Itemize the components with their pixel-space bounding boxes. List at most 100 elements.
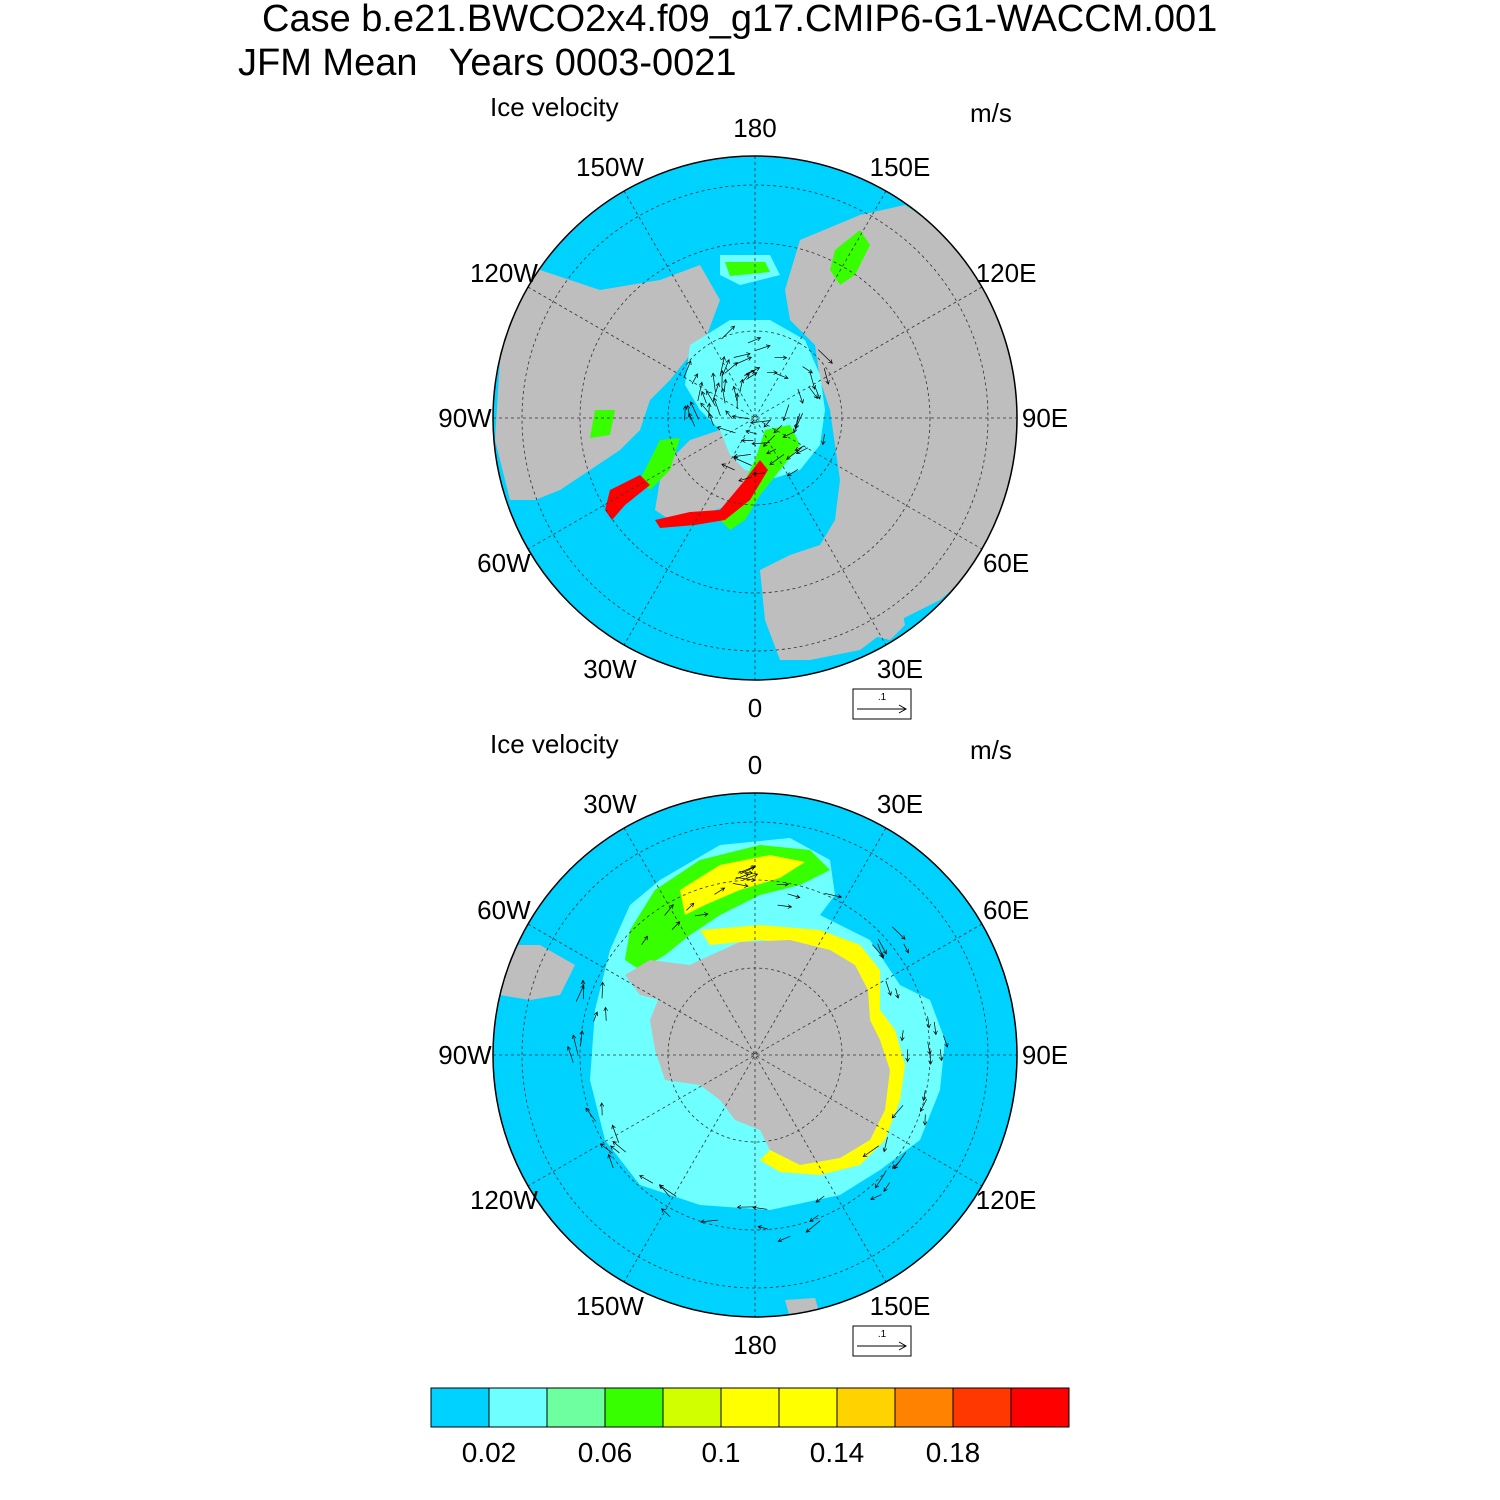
north-velocity-arrow <box>754 344 771 352</box>
north-lon-label: 30W <box>583 654 637 684</box>
colorbar-swatch <box>720 1387 780 1428</box>
south-velocity-arrow <box>612 1141 627 1153</box>
land-eurasia <box>760 205 1017 660</box>
land-antarctic-peninsula <box>625 960 690 1000</box>
north-velocity-arrow <box>749 420 771 425</box>
south-lon-label: 60W <box>477 895 531 925</box>
north-lon-label: 90W <box>438 403 492 433</box>
south-velocity-arrow <box>700 1219 718 1224</box>
north-velocity-arrow <box>802 366 813 374</box>
north-velocity-arrow <box>719 355 726 377</box>
north-velocity-arrow <box>740 438 754 443</box>
land-antarctica <box>650 940 890 1165</box>
south-velocity-arrow <box>610 1145 620 1154</box>
south-velocity-arrow <box>579 1030 585 1046</box>
panel-title-south: Ice velocity <box>490 729 619 759</box>
north-velocity-arrow <box>734 356 752 365</box>
south-velocity-arrow <box>815 1195 825 1203</box>
south-velocity-arrow <box>641 935 648 945</box>
south-velocity-arrow <box>905 1049 910 1063</box>
panel-title-north: Ice velocity <box>490 92 619 122</box>
north-lon-label: 150E <box>870 152 931 182</box>
north-velocity-arrow <box>821 433 826 446</box>
south-velocity-arrow <box>877 938 887 955</box>
south-velocity-arrow <box>599 1143 613 1154</box>
north-lon-label: 0 <box>748 693 762 723</box>
south-velocity-arrow <box>734 873 750 880</box>
reference-vector-label-north: .1 <box>878 692 887 703</box>
south-velocity-arrow <box>776 881 790 887</box>
colorbar-swatch <box>1010 1387 1070 1428</box>
ice-baffin-green <box>640 438 680 490</box>
south-velocity-arrow <box>580 979 586 1000</box>
units-label-south: m/s <box>970 735 1012 765</box>
north-velocity-arrow <box>689 401 699 420</box>
south-velocity-arrow <box>585 1107 596 1122</box>
south-velocity-arrow <box>752 1205 768 1210</box>
colorbar-swatch <box>894 1387 954 1428</box>
north-velocity-arrow <box>809 372 816 390</box>
north-velocity-arrow <box>746 372 758 380</box>
south-velocity-arrow <box>777 904 793 909</box>
north-velocity-arrow <box>685 404 691 420</box>
reference-vector-label-south: .1 <box>878 1329 887 1340</box>
colorbar-swatch <box>430 1387 490 1428</box>
colorbar-swatch <box>836 1387 896 1428</box>
north-lon-label: 120W <box>470 258 538 288</box>
south-velocity-arrow <box>809 1214 819 1222</box>
south-lon-label: 90E <box>1022 1040 1068 1070</box>
north-velocity-arrow <box>767 370 778 375</box>
north-velocity-arrow <box>786 469 799 477</box>
north-velocity-arrow <box>713 382 720 400</box>
south-velocity-arrow <box>664 904 674 916</box>
reference-vector-north: .1 <box>852 688 912 720</box>
north-velocity-arrow <box>721 325 736 340</box>
colorbar-swatch <box>546 1387 606 1428</box>
longitude-labels-south: 0 30E 60E 90E 120E 150E 180 150W 120W 90W 60W 30W <box>438 750 1068 1360</box>
south-velocity-arrow <box>787 893 801 899</box>
south-velocity-arrow <box>714 887 726 895</box>
south-velocity-arrow <box>939 1049 944 1062</box>
south-velocity-arrow <box>926 1016 931 1029</box>
north-velocity-arrow <box>706 390 716 407</box>
north-velocity-arrow <box>741 373 750 383</box>
north-velocity-arrow <box>706 402 712 415</box>
south-velocity-arrow <box>882 1137 888 1153</box>
south-velocity-arrow <box>921 1089 927 1102</box>
north-lon-label: 90E <box>1022 403 1068 433</box>
north-velocity-arrow <box>745 429 758 435</box>
north-velocity-arrow <box>773 424 783 434</box>
north-velocity-arrow <box>762 434 776 447</box>
south-velocity-arrow <box>599 1102 605 1116</box>
south-velocity-arrow <box>694 912 709 917</box>
south-velocity-arrow <box>777 1235 791 1243</box>
north-velocity-arrow <box>701 390 707 404</box>
south-velocity-arrow <box>671 921 681 930</box>
north-lon-label: 120E <box>976 258 1037 288</box>
south-velocity-arrow <box>603 1006 608 1021</box>
south-lon-label: 30E <box>877 789 923 819</box>
south-velocity-arrow <box>885 980 892 996</box>
south-velocity-arrow <box>883 1182 890 1193</box>
south-velocity-arrow <box>593 1011 599 1022</box>
south-lon-label: 60E <box>983 895 1029 925</box>
south-velocity-arrow <box>757 1225 768 1230</box>
north-velocity-arrow <box>786 447 803 460</box>
south-velocity-arrow <box>893 1152 907 1170</box>
north-velocity-arrow <box>683 360 692 378</box>
south-velocity-arrow <box>600 981 605 999</box>
north-velocity-arrow <box>792 413 801 434</box>
south-lon-label: 150W <box>576 1291 644 1321</box>
north-polar-map: 180 150E 120E 90E 60E 30E 0 30W 60W 90W 120W 150W .… <box>438 113 1068 723</box>
map-border-north <box>492 155 1018 681</box>
south-velocity-arrow <box>571 1034 579 1054</box>
north-velocity-arrow <box>739 378 745 393</box>
south-velocity-arrow <box>943 1035 949 1048</box>
north-lon-label: 30E <box>877 654 923 684</box>
north-velocity-arrow <box>682 405 688 421</box>
south-lon-label: 30W <box>583 789 637 819</box>
south-velocity-arrow <box>740 866 756 875</box>
south-lon-label: 120W <box>470 1185 538 1215</box>
north-lon-label: 60W <box>477 548 531 578</box>
south-velocity-arrow <box>928 1051 933 1065</box>
